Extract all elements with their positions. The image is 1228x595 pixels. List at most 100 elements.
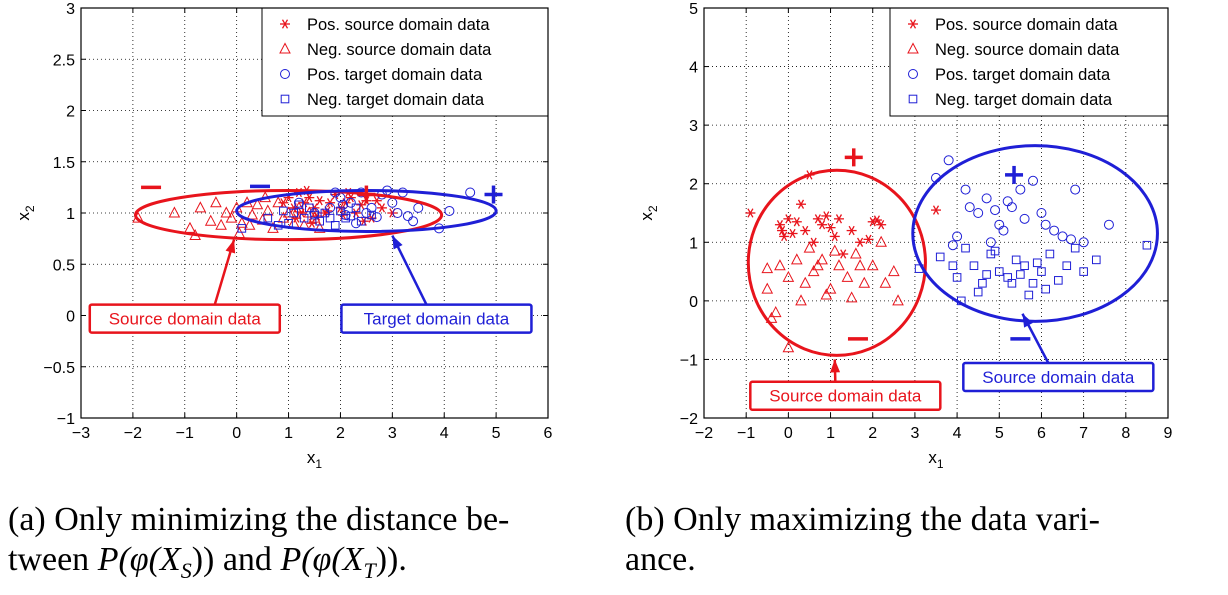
y-tick-label: 2.5 (53, 52, 75, 69)
data-point (345, 197, 356, 208)
annotation-box (962, 361, 1155, 393)
y-tick-label: −1 (680, 352, 698, 369)
data-point (351, 218, 362, 229)
data-point (346, 211, 356, 221)
data-point (299, 213, 309, 223)
data-point (998, 225, 1009, 236)
y-tick-label: 1.5 (53, 155, 75, 172)
x-tick-label: 7 (1079, 425, 1088, 442)
data-point (745, 208, 756, 218)
data-point (304, 192, 315, 203)
data-point (990, 246, 1000, 256)
data-point (790, 253, 803, 265)
y-tick-label: 5 (689, 1, 698, 18)
data-point (964, 202, 975, 213)
annotation-box (749, 380, 942, 411)
y-tick-label: −1 (57, 411, 75, 428)
legend-marker (908, 94, 918, 104)
data-point (336, 206, 345, 216)
data-point (879, 276, 892, 288)
data-point (994, 267, 1004, 276)
data-point (990, 205, 1001, 216)
data-point (376, 203, 387, 213)
annotation-arrowhead (1022, 313, 1033, 328)
data-point (194, 201, 207, 213)
data-point (1049, 225, 1060, 236)
data-point (761, 282, 774, 294)
x-tick-label: 3 (388, 425, 397, 442)
y-tick-label: −2 (680, 411, 698, 428)
data-points (132, 185, 476, 241)
data-point (795, 294, 807, 306)
data-point (1062, 261, 1072, 271)
x-tick-label: 9 (1164, 425, 1173, 442)
x-tick-label: 5 (492, 425, 501, 442)
data-point (278, 198, 289, 208)
annotation-box (340, 303, 533, 334)
x-tick-label: 4 (440, 425, 449, 442)
x-axis-label: x1 (928, 448, 944, 470)
data-point (777, 225, 788, 236)
data-point (303, 206, 316, 218)
data-point (803, 241, 816, 253)
data-point (314, 196, 325, 206)
data-point (294, 200, 304, 210)
data-point (225, 211, 238, 223)
data-point (236, 216, 248, 228)
data-point (783, 214, 794, 224)
data-points (745, 155, 1152, 353)
data-point (779, 231, 790, 242)
y-tick-label: 0.5 (53, 257, 75, 274)
data-point (237, 224, 247, 233)
y-tick-label: 1 (689, 235, 698, 252)
axes-frame (703, 7, 1169, 419)
data-point (444, 205, 455, 216)
data-point (366, 202, 377, 213)
legend-entry: Pos. target domain data (307, 66, 483, 84)
data-point (981, 193, 992, 204)
data-point (817, 220, 828, 230)
data-point (807, 264, 820, 277)
data-point (1032, 258, 1042, 268)
data-point (309, 208, 320, 218)
legend-entry: Neg. source domain data (307, 41, 492, 59)
x-tick-label: 6 (1037, 425, 1046, 442)
data-point (325, 198, 336, 208)
x-tick-label: 1 (284, 425, 293, 442)
data-point (812, 259, 824, 271)
data-point (1024, 290, 1034, 300)
data-point (1036, 208, 1047, 218)
data-point (800, 225, 811, 236)
data-point (876, 220, 887, 230)
data-point (1142, 240, 1152, 250)
data-point (850, 247, 862, 259)
legend-marker (907, 42, 919, 54)
legend-marker (908, 19, 918, 29)
y-tick-label: 0 (689, 294, 698, 311)
data-point (1041, 284, 1050, 294)
data-point (1091, 255, 1101, 265)
y-tick-label: 2 (689, 177, 698, 194)
data-point (1070, 184, 1081, 195)
data-point (315, 216, 324, 226)
data-point (812, 214, 823, 224)
data-point (791, 217, 802, 227)
x-tick-label: 0 (784, 425, 793, 442)
data-point (325, 213, 335, 223)
data-point (871, 215, 882, 225)
legend-marker (280, 94, 290, 104)
data-point (1002, 196, 1013, 207)
data-point (935, 252, 945, 262)
data-point (825, 222, 836, 233)
legend-entry: Pos. source domain data (935, 16, 1118, 34)
data-point (305, 203, 314, 213)
caption-a-math2: P(φ(X (280, 541, 364, 578)
data-point (243, 218, 256, 230)
caption-b-line1: (b) Only maximizing the data vari- (625, 501, 1100, 538)
data-point (282, 206, 295, 218)
caption-a-tween: tween (8, 541, 98, 578)
data-point (841, 270, 854, 282)
data-point (1011, 255, 1021, 265)
data-point (833, 259, 845, 271)
data-point (816, 253, 828, 265)
